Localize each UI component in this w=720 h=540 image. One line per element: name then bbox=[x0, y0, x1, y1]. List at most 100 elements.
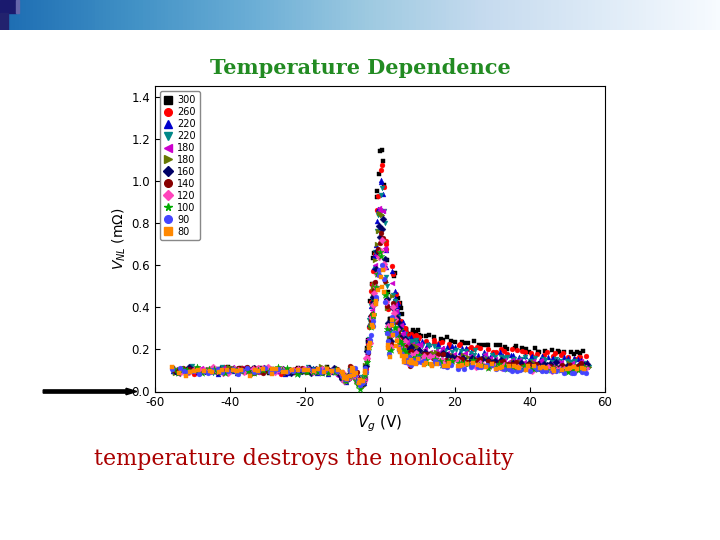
Point bbox=[166, 364, 178, 373]
Point bbox=[391, 315, 402, 324]
Point bbox=[351, 377, 362, 386]
Point bbox=[342, 373, 354, 382]
Point bbox=[410, 348, 421, 356]
Point bbox=[482, 341, 494, 350]
Point bbox=[397, 340, 409, 349]
Point bbox=[194, 367, 206, 375]
Point bbox=[412, 344, 423, 353]
Point bbox=[256, 366, 268, 374]
Point bbox=[482, 345, 493, 353]
Point bbox=[390, 312, 401, 320]
Point bbox=[556, 366, 567, 374]
Point bbox=[476, 361, 487, 369]
Point bbox=[437, 344, 449, 353]
Point bbox=[268, 366, 279, 375]
Point bbox=[467, 345, 479, 354]
Point bbox=[282, 368, 293, 377]
Point bbox=[579, 365, 590, 374]
Point bbox=[208, 365, 220, 374]
Point bbox=[383, 324, 395, 333]
Point bbox=[410, 336, 422, 345]
Point bbox=[374, 147, 385, 156]
Point bbox=[362, 338, 374, 346]
Point bbox=[443, 352, 454, 360]
Point bbox=[374, 222, 385, 231]
Point bbox=[172, 367, 184, 375]
Point bbox=[397, 324, 408, 333]
Point bbox=[384, 334, 396, 342]
Point bbox=[388, 329, 400, 338]
Point bbox=[376, 283, 387, 292]
Point bbox=[517, 363, 528, 372]
Point bbox=[406, 355, 418, 364]
Point bbox=[390, 296, 401, 305]
Point bbox=[332, 367, 343, 375]
Point bbox=[271, 367, 283, 375]
Point bbox=[343, 371, 354, 380]
Point bbox=[354, 377, 366, 386]
Point bbox=[361, 357, 372, 366]
Point bbox=[361, 353, 372, 361]
Point bbox=[363, 344, 374, 353]
Point bbox=[364, 322, 376, 330]
Point bbox=[180, 371, 192, 380]
Point bbox=[519, 365, 531, 374]
Point bbox=[400, 327, 412, 336]
Point bbox=[228, 366, 240, 375]
Point bbox=[354, 379, 366, 388]
Point bbox=[530, 354, 541, 362]
Point bbox=[379, 219, 390, 228]
Point bbox=[342, 376, 354, 384]
Point bbox=[446, 341, 457, 350]
Point bbox=[378, 275, 390, 284]
Point bbox=[540, 364, 552, 373]
Point bbox=[472, 354, 483, 363]
Point bbox=[547, 364, 559, 373]
Point bbox=[218, 363, 230, 372]
Point bbox=[351, 368, 363, 376]
Point bbox=[262, 366, 274, 374]
Point bbox=[513, 353, 524, 361]
Point bbox=[402, 358, 414, 367]
Point bbox=[495, 341, 506, 350]
Point bbox=[237, 367, 248, 375]
Point bbox=[380, 288, 392, 297]
Point bbox=[381, 328, 392, 337]
Point bbox=[207, 366, 218, 375]
Point bbox=[584, 362, 595, 371]
Point bbox=[346, 368, 358, 377]
Point bbox=[352, 373, 364, 382]
Point bbox=[222, 367, 233, 376]
Point bbox=[526, 351, 538, 360]
Bar bbox=[16, 0, 19, 14]
Point bbox=[243, 367, 254, 375]
Point bbox=[390, 318, 401, 327]
Point bbox=[362, 340, 374, 349]
Point bbox=[236, 366, 248, 374]
Point bbox=[439, 347, 451, 355]
Point bbox=[336, 373, 348, 382]
Point bbox=[326, 366, 338, 374]
Point bbox=[512, 346, 523, 354]
Point bbox=[280, 367, 292, 376]
Point bbox=[407, 352, 418, 361]
Point bbox=[382, 323, 393, 332]
Point bbox=[167, 366, 179, 375]
Point bbox=[189, 366, 201, 374]
Point bbox=[368, 293, 379, 302]
Point bbox=[430, 346, 441, 355]
Point bbox=[384, 340, 396, 348]
Point bbox=[369, 261, 381, 269]
Point bbox=[460, 347, 472, 355]
Point bbox=[371, 282, 382, 291]
Point bbox=[400, 352, 412, 360]
Point bbox=[313, 365, 325, 374]
Point bbox=[400, 333, 412, 342]
Point bbox=[528, 362, 539, 371]
Point bbox=[172, 369, 184, 377]
Point bbox=[401, 355, 413, 364]
Point bbox=[226, 367, 238, 375]
Point bbox=[338, 374, 349, 382]
Point bbox=[518, 357, 530, 366]
Point bbox=[394, 327, 405, 336]
